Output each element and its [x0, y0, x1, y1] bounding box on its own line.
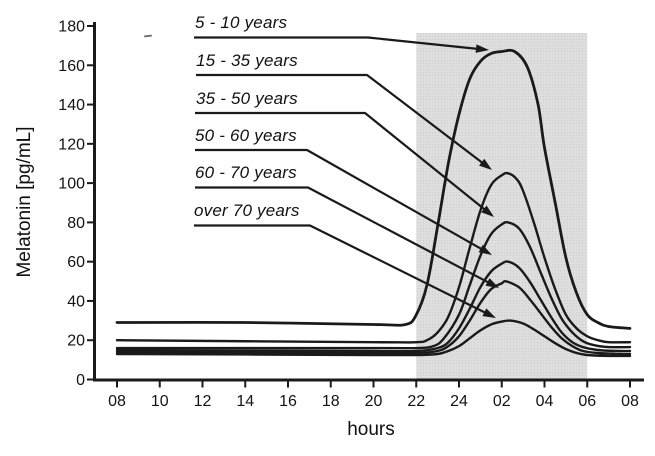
label-leader-line-5 — [194, 224, 489, 315]
age-curve-3 — [115, 260, 632, 353]
arrowhead-icon-2 — [481, 205, 494, 217]
arrowhead-icon-0 — [475, 44, 489, 53]
x-tick-label: 20 — [365, 393, 383, 410]
age-curve-4 — [115, 279, 632, 356]
label-leader-line-3 — [195, 148, 485, 252]
arrowhead-icon-4 — [485, 278, 499, 288]
y-tick-label: 100 — [58, 176, 85, 193]
label-leader-line-4 — [195, 186, 492, 285]
y-tick-label: 180 — [58, 19, 85, 36]
arrowhead-icon-3 — [478, 244, 492, 255]
y-tick-label: 20 — [67, 333, 85, 350]
y-tick-label: 120 — [58, 136, 85, 153]
x-tick-label: 14 — [236, 393, 254, 410]
series-label-over-70-years: over 70 years — [194, 201, 300, 220]
x-tick-label: 02 — [493, 393, 511, 410]
label-leader-line-2 — [195, 111, 488, 213]
age-curve-1 — [115, 171, 632, 344]
series-label-35-50-years: 35 - 50 years — [196, 89, 298, 108]
series-label-15-35-years: 15 - 35 years — [196, 51, 298, 70]
x-tick-label: 08 — [621, 393, 639, 410]
arrowhead-icon-5 — [482, 308, 496, 318]
y-tick-label: 0 — [76, 372, 85, 389]
series-label-50-60-years: 50 - 60 years — [195, 126, 297, 145]
age-curve-0 — [115, 48, 632, 330]
y-tick-label: 80 — [67, 215, 85, 232]
y-axis-title: Melatonin [pg/mL] — [14, 126, 35, 278]
y-tick-label: 140 — [58, 97, 85, 114]
x-tick-label: 08 — [108, 393, 126, 410]
x-tick-label: 04 — [536, 393, 554, 410]
x-tick-label: 10 — [151, 393, 169, 410]
x-tick-label: 18 — [322, 393, 340, 410]
series-label-5-10-years: 5 - 10 years — [195, 13, 288, 32]
x-tick-label: 24 — [450, 393, 468, 410]
arrowhead-icon-1 — [479, 158, 492, 170]
age-curve-2 — [115, 220, 632, 350]
age-curve-5 — [115, 319, 632, 358]
series-label-60-70-years: 60 - 70 years — [195, 163, 297, 182]
y-tick-label: 160 — [58, 58, 85, 75]
x-axis-title: hours — [347, 419, 395, 440]
x-tick-label: 22 — [407, 393, 425, 410]
x-tick-label: 06 — [578, 393, 596, 410]
x-tick-label: 12 — [194, 393, 212, 410]
y-tick-label: 40 — [67, 293, 85, 310]
label-leader-line-0 — [194, 36, 481, 51]
label-leader-line-1 — [196, 73, 486, 166]
y-tick-label: 60 — [67, 254, 85, 271]
x-tick-label: 16 — [279, 393, 297, 410]
